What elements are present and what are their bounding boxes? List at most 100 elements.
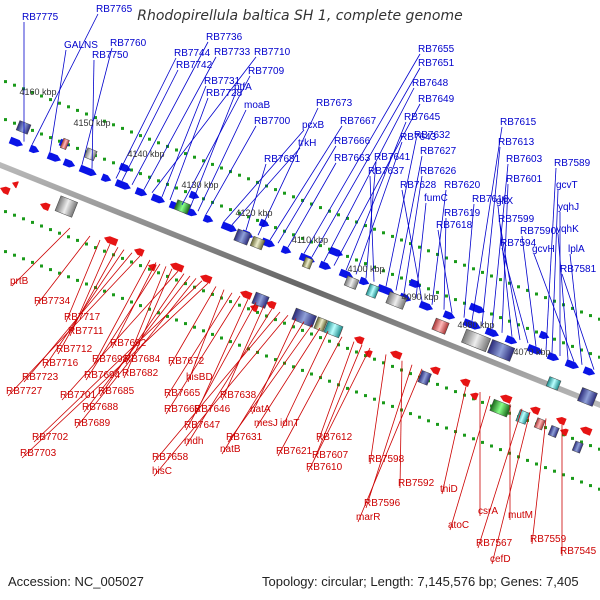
reverse-gene-label: RB7612 <box>316 432 353 443</box>
leader-line <box>181 75 251 205</box>
forward-gene-label: yqhK <box>556 224 579 235</box>
leader-line <box>185 308 273 447</box>
leader-line <box>533 253 575 362</box>
leader-line <box>443 217 447 310</box>
leader-line <box>491 411 531 565</box>
forward-gene-label: RB7700 <box>254 116 291 127</box>
leader-line <box>501 247 529 344</box>
feature-block <box>365 283 380 299</box>
leader-line <box>311 67 421 257</box>
reverse-gene-label: mutM <box>508 510 533 521</box>
leader-line <box>189 91 237 209</box>
reverse-gene-arrow <box>250 304 259 313</box>
leader-line <box>545 167 557 351</box>
reverse-gene-label: idnT <box>280 418 299 429</box>
tick-label: 4110 kbp <box>292 235 328 245</box>
forward-gene-label: RB7649 <box>418 94 455 105</box>
feature-block <box>249 235 266 251</box>
reverse-gene-label: RB7711 <box>68 326 104 337</box>
leader-line <box>227 324 313 443</box>
reverse-gene-label: RB7631 <box>226 432 263 443</box>
forward-gene-arrow <box>78 164 97 177</box>
reverse-gene-label: RB7610 <box>306 462 343 473</box>
forward-gene-label: ptfA <box>234 82 252 93</box>
leader-line <box>323 87 415 262</box>
reverse-gene-arrow <box>364 350 373 358</box>
forward-gene-label: RB7728 <box>206 88 243 99</box>
reverse-gene-label: csrA <box>478 506 498 517</box>
leader-line <box>65 239 101 323</box>
forward-gene-label: RB7599 <box>498 214 535 225</box>
feature-block <box>489 398 512 418</box>
leader-line <box>91 59 95 169</box>
feature-block <box>323 320 344 339</box>
tick-label: 4080 kbp <box>457 320 494 330</box>
leader-line <box>131 41 209 185</box>
reverse-gene-arrow <box>170 262 185 273</box>
leader-line <box>415 202 427 299</box>
leader-line <box>99 273 185 397</box>
forward-gene-label: RB7733 <box>214 47 251 58</box>
leader-line <box>7 255 141 397</box>
forward-gene-arrow <box>462 318 481 330</box>
leader-line <box>365 161 377 279</box>
forward-gene-arrow <box>468 302 485 314</box>
reverse-gene-arrow <box>240 290 253 300</box>
forward-gene-label: RB7648 <box>412 78 449 89</box>
forward-gene-arrow <box>134 187 148 197</box>
reverse-gene-label: RB7689 <box>74 418 111 429</box>
reverse-gene-label: RB7702 <box>32 432 69 443</box>
reverse-gene-arrow <box>40 202 51 211</box>
feature-block <box>577 387 598 407</box>
leader-line <box>195 299 249 415</box>
leader-line <box>49 49 67 153</box>
feature-block <box>343 275 360 290</box>
tick-label: 4140 kbp <box>127 149 164 159</box>
leader-line <box>385 139 417 287</box>
reverse-gene-label: cefD <box>490 554 511 565</box>
forward-gene-arrow <box>188 190 200 200</box>
leader-line <box>153 314 289 477</box>
tick-label: 4150 kbp <box>73 118 110 128</box>
forward-gene-arrow <box>526 343 543 355</box>
tick-label: 4120 kbp <box>235 208 272 218</box>
reverse-gene-label: RB7596 <box>364 498 401 509</box>
leader-line <box>281 331 329 429</box>
leader-line <box>115 57 177 179</box>
feature-block <box>417 370 432 386</box>
forward-gene-label: RB7760 <box>110 38 147 49</box>
forward-gene-arrow <box>484 327 499 337</box>
leader-line <box>357 368 423 523</box>
reverse-gene-arrow <box>430 366 441 375</box>
reverse-gene-label: RB7703 <box>20 448 57 459</box>
genome-summary-text: Topology: circular; Length: 7,145,576 bp… <box>262 574 579 589</box>
forward-gene-arrow <box>62 158 76 168</box>
reverse-gene-arrow <box>266 301 277 310</box>
reverse-gene-label: RB7658 <box>152 452 189 463</box>
leader-line <box>11 227 71 287</box>
feature-block <box>251 291 270 309</box>
leader-line <box>165 292 233 399</box>
forward-gene-arrow <box>418 300 433 311</box>
leader-line <box>369 175 375 282</box>
feature-block <box>571 440 584 454</box>
leader-line <box>161 85 207 197</box>
feature-block <box>233 228 252 246</box>
leader-line <box>277 336 343 457</box>
reverse-gene-label: RB7638 <box>220 390 257 401</box>
forward-gene-arrow <box>328 246 343 257</box>
reverse-gene-arrow <box>500 394 513 404</box>
leader-line <box>403 175 423 294</box>
reverse-gene-arrow <box>134 248 145 257</box>
leader-line <box>43 249 125 369</box>
reverse-gene-label: RB7598 <box>368 454 405 465</box>
forward-gene-label: RB7613 <box>498 137 535 148</box>
reverse-gene-label: atoC <box>448 520 469 531</box>
reverse-gene-arrow <box>470 392 479 401</box>
leader-line <box>61 270 179 401</box>
reverse-gene-arrow <box>530 406 541 415</box>
backbone-layer <box>0 162 600 408</box>
tick-label: 4160 kbp <box>19 87 56 97</box>
forward-gene-label: RB7710 <box>254 47 291 58</box>
